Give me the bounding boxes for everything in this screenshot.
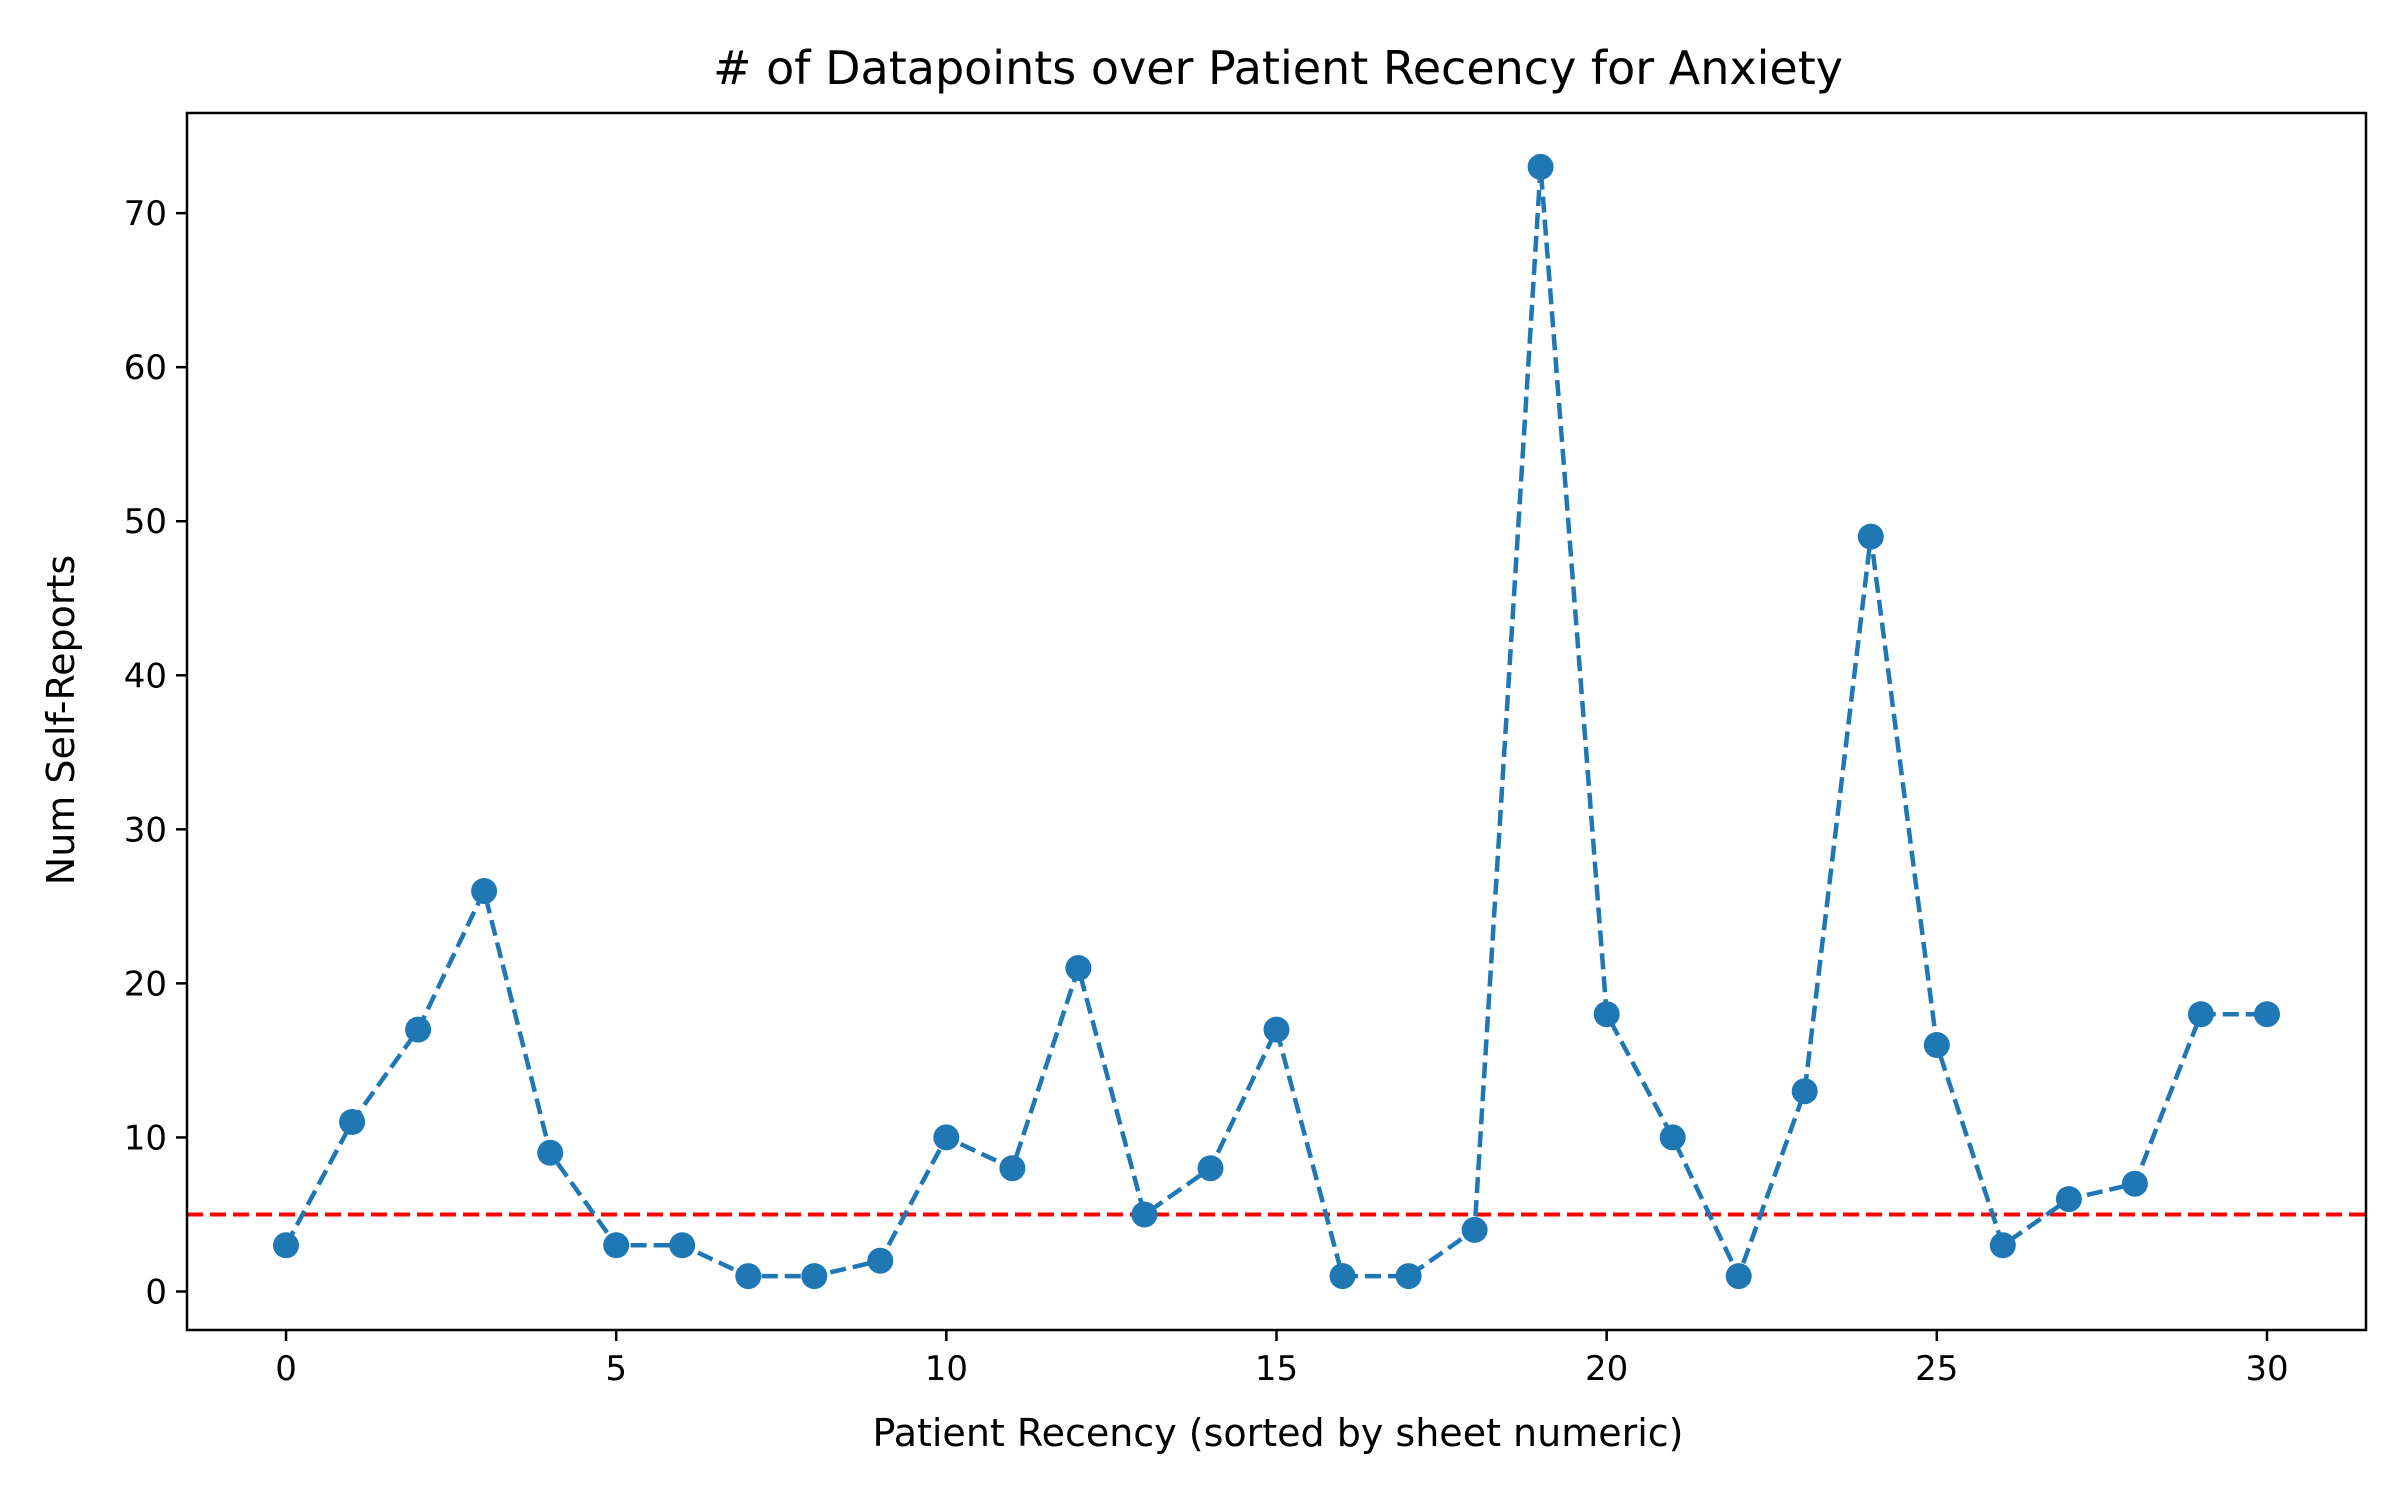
y-tick-label: 60	[124, 348, 167, 388]
y-tick-label: 20	[124, 964, 167, 1004]
y-axis-label: Num Self-Reports	[39, 555, 83, 885]
x-axis: 0 5 10 15 20 25 30	[275, 1330, 2289, 1389]
data-point	[273, 1232, 299, 1259]
data-point	[735, 1263, 762, 1290]
plot-area	[187, 153, 2366, 1290]
data-point	[1593, 1001, 1620, 1028]
data-point	[1461, 1216, 1488, 1243]
x-axis-label: Patient Recency (sorted by sheet numeric…	[872, 1411, 1683, 1455]
data-point	[1725, 1263, 1752, 1290]
data-point	[471, 878, 498, 904]
data-point	[537, 1139, 564, 1166]
data-point	[1857, 523, 1884, 550]
data-point	[2187, 1001, 2214, 1028]
x-tick-label: 20	[1585, 1349, 1628, 1389]
y-tick-label: 50	[124, 502, 167, 542]
x-tick-label: 5	[605, 1349, 627, 1389]
data-point	[339, 1109, 366, 1135]
y-tick-label: 40	[124, 656, 167, 696]
data-point	[867, 1247, 894, 1274]
data-point	[1989, 1232, 2016, 1259]
data-point	[1527, 153, 1554, 180]
data-point	[1329, 1263, 1356, 1290]
y-tick-label: 70	[124, 194, 167, 234]
data-point	[1791, 1078, 1818, 1105]
data-point	[1395, 1263, 1422, 1290]
data-point	[801, 1263, 828, 1290]
x-tick-label: 10	[925, 1349, 968, 1389]
data-point	[1659, 1124, 1686, 1151]
data-point	[603, 1232, 630, 1259]
data-point	[1263, 1016, 1290, 1043]
y-tick-label: 30	[124, 810, 167, 850]
data-point	[2121, 1170, 2148, 1197]
x-tick-label: 15	[1255, 1349, 1298, 1389]
y-tick-label: 10	[124, 1118, 167, 1158]
data-point	[2055, 1186, 2082, 1213]
chart-title: # of Datapoints over Patient Recency for…	[713, 41, 1843, 95]
x-tick-label: 0	[275, 1349, 297, 1389]
x-tick-label: 25	[1915, 1349, 1958, 1389]
y-axis: 0 10 20 30 40 50 60 70	[124, 194, 187, 1312]
data-point	[933, 1124, 960, 1151]
data-point	[999, 1155, 1026, 1182]
data-point	[1197, 1155, 1224, 1182]
data-point	[1065, 955, 1092, 981]
x-tick-label: 30	[2245, 1349, 2288, 1389]
data-point	[405, 1016, 432, 1043]
y-tick-label: 0	[145, 1272, 167, 1312]
data-point	[669, 1232, 696, 1259]
data-point	[1923, 1032, 1950, 1058]
data-point	[2254, 1001, 2280, 1028]
data-point	[1131, 1201, 1158, 1228]
